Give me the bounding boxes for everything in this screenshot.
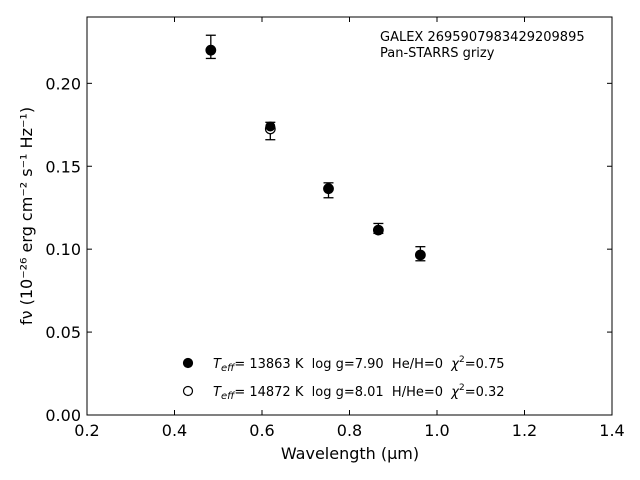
x-tick-label: 0.8	[337, 421, 362, 440]
x-axis-label: Wavelength (μm)	[281, 444, 419, 463]
x-tick-label: 0.6	[249, 421, 274, 440]
data-marks	[205, 34, 426, 262]
legend-marker-open	[182, 385, 194, 397]
x-tick-label: 0.2	[74, 421, 99, 440]
axis-ticks: 0.2 0.4 0.6 0.8 1.0 1.2 1.4 0.00 0.05 0.10 0.15 0.2…	[45, 17, 625, 440]
model-point-filled	[265, 121, 276, 132]
model-point-filled	[415, 249, 426, 260]
chart-annotation: GALEX 2695907983429209895 Pan-STARRS gri…	[380, 30, 585, 61]
x-tick-label: 1.2	[512, 421, 537, 440]
y-tick-label: 0.05	[45, 323, 81, 342]
x-tick-label: 1.4	[599, 421, 624, 440]
x-tick-label: 1.0	[424, 421, 449, 440]
y-tick-label: 0.10	[45, 240, 81, 259]
y-tick-label: 0.00	[45, 406, 81, 425]
legend-entry-2: Teff= 14872 K log g=8.01 H/He=0 χ2=0.32	[213, 383, 505, 402]
y-tick-label: 0.20	[45, 74, 81, 93]
y-axis-label: fν (10⁻²⁶ erg cm⁻² s⁻¹ Hz⁻¹)	[17, 107, 36, 325]
plot-area	[86, 16, 613, 416]
y-tick-label: 0.15	[45, 157, 81, 176]
legend: Teff= 13863 K log g=7.90 He/H=0 χ2=0.75 …	[182, 355, 505, 402]
model-point-filled	[373, 225, 384, 236]
x-tick-label: 0.4	[162, 421, 187, 440]
legend-marker-filled	[182, 357, 194, 369]
model-point-filled	[205, 45, 216, 56]
legend-entry-1: Teff= 13863 K log g=7.90 He/H=0 χ2=0.75	[213, 355, 505, 374]
annotation-line-1: GALEX 2695907983429209895	[380, 30, 585, 45]
annotation-line-2: Pan-STARRS grizy	[380, 46, 495, 61]
model-point-filled	[323, 183, 334, 194]
